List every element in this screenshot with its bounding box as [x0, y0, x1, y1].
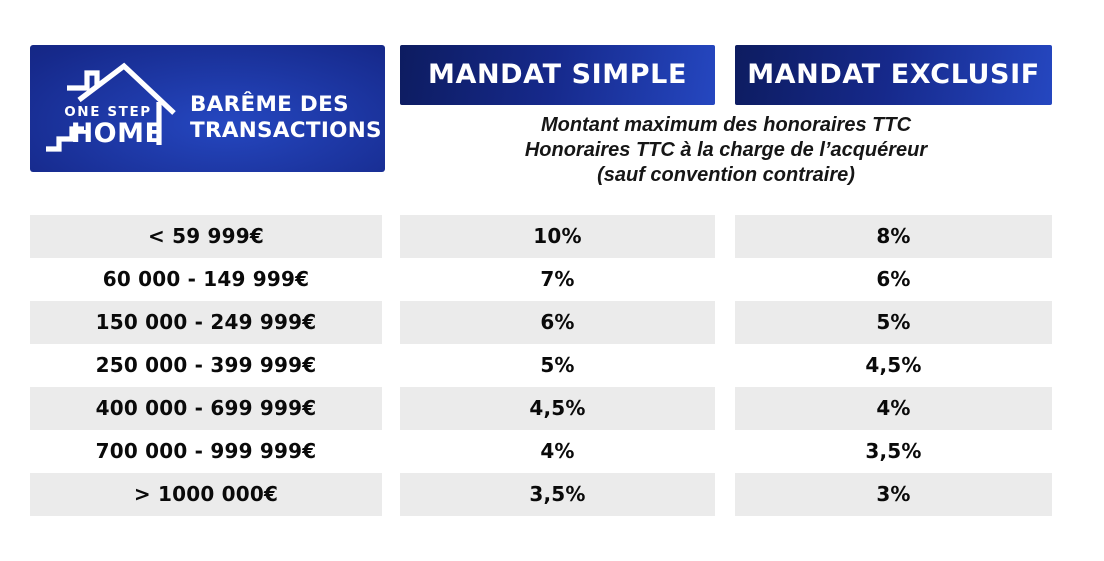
mandat-exclusif-rate: 3% — [735, 473, 1052, 516]
card-title: BARÊME DES TRANSACTIONS — [190, 92, 382, 144]
table-row: 60 000 - 149 999€ 7% 6% — [0, 258, 1104, 301]
table-row: 150 000 - 249 999€ 6% 5% — [0, 301, 1104, 344]
mandat-simple-rate: 10% — [400, 215, 715, 258]
brand-card: ONE STEP HOME BARÊME DES TRANSACTIONS — [30, 45, 385, 172]
one-step-home-logo: ONE STEP HOME — [46, 62, 176, 152]
table-row: 400 000 - 699 999€ 4,5% 4% — [0, 387, 1104, 430]
note-line-2: Honoraires TTC à la charge de l’acquéreu… — [524, 139, 928, 161]
fees-note: Montant maximum des honoraires TTC Honor… — [400, 113, 1052, 188]
mandat-exclusif-rate: 6% — [876, 267, 911, 291]
price-range-cell: 700 000 - 999 999€ — [95, 439, 317, 463]
table-row: 700 000 - 999 999€ 4% 3,5% — [0, 430, 1104, 473]
mandat-simple-rate: 4% — [540, 439, 575, 463]
mandat-exclusif-rate: 4% — [735, 387, 1052, 430]
price-range-cell: 250 000 - 399 999€ — [95, 353, 317, 377]
logo-text-home: HOME — [71, 118, 164, 149]
card-title-line2: TRANSACTIONS — [190, 118, 382, 143]
chimney-step-icon — [67, 70, 100, 91]
stairs-icon — [46, 126, 84, 152]
mandat-exclusif-rate: 3,5% — [865, 439, 922, 463]
note-line-1: Montant maximum des honoraires TTC — [540, 114, 912, 136]
note-line-3: (sauf convention contraire) — [597, 164, 855, 186]
fee-table: < 59 999€ 10% 8% 60 000 - 149 999€ 7% 6%… — [0, 215, 1104, 516]
mandat-simple-rate: 4,5% — [400, 387, 715, 430]
price-range-cell: 60 000 - 149 999€ — [102, 267, 310, 291]
table-row: < 59 999€ 10% 8% — [0, 215, 1104, 258]
price-range-cell: > 1000 000€ — [30, 473, 382, 516]
mandat-simple-rate: 6% — [400, 301, 715, 344]
mandat-simple-rate: 3,5% — [400, 473, 715, 516]
price-range-cell: 400 000 - 699 999€ — [30, 387, 382, 430]
mandat-simple-rate: 5% — [540, 353, 575, 377]
price-range-cell: < 59 999€ — [30, 215, 382, 258]
house-roof-icon — [77, 62, 176, 115]
mandat-exclusif-rate: 4,5% — [865, 353, 922, 377]
card-title-line1: BARÊME DES — [190, 92, 349, 117]
mandat-exclusif-rate: 5% — [735, 301, 1052, 344]
mandat-simple-rate: 7% — [540, 267, 575, 291]
logo-text-one-step: ONE STEP — [64, 104, 152, 120]
mandat-exclusif-rate: 8% — [735, 215, 1052, 258]
mandat-simple-header: MANDAT SIMPLE — [400, 45, 715, 105]
price-range-cell: 150 000 - 249 999€ — [30, 301, 382, 344]
mandat-exclusif-header: MANDAT EXCLUSIF — [735, 45, 1052, 105]
table-row: > 1000 000€ 3,5% 3% — [0, 473, 1104, 516]
table-row: 250 000 - 399 999€ 5% 4,5% — [0, 344, 1104, 387]
